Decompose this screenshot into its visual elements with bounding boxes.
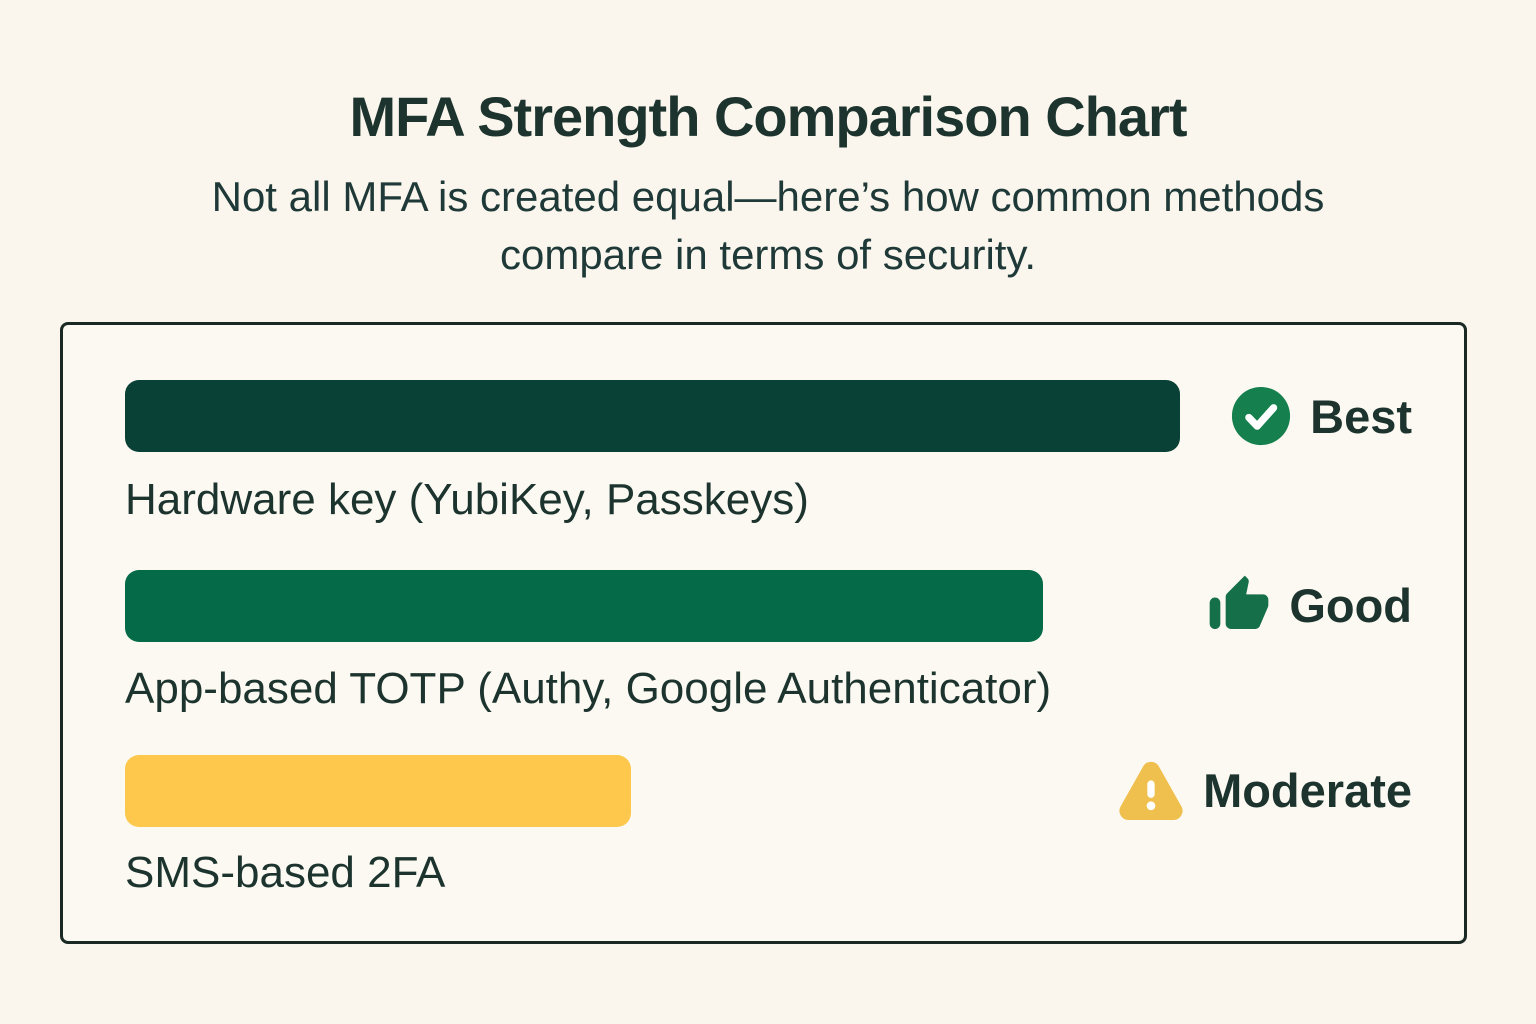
page-subtitle: Not all MFA is created equal—here’s how … (0, 168, 1536, 284)
bar-label-sms-based-2fa: SMS-based 2FA (125, 848, 446, 897)
thumbs-up-icon (1207, 573, 1271, 637)
bar-label-app-based-totp: App-based TOTP (Authy, Google Authentica… (125, 664, 1052, 713)
page-subtitle-line-2: compare in terms of security. (499, 231, 1037, 278)
warning-triangle-icon (1117, 759, 1185, 821)
bar-hardware-key (125, 380, 1180, 452)
rating-label-moderate: Moderate (1203, 763, 1412, 817)
page-title: MFA Strength Comparison Chart (349, 85, 1188, 148)
bar-label-hardware-key: Hardware key (YubiKey, Passkeys) (125, 475, 809, 524)
rating-badge-good: Good (1207, 569, 1412, 641)
check-circle-icon (1230, 385, 1292, 447)
page-subtitle-line-1: Not all MFA is created equal—here’s how … (211, 173, 1325, 220)
rating-label-best: Best (1310, 389, 1412, 443)
bar-app-based-totp (125, 570, 1043, 642)
rating-label-good: Good (1289, 578, 1412, 632)
bar-sms-based-2fa (125, 755, 631, 827)
rating-badge-moderate: Moderate (1117, 754, 1412, 826)
chart-panel: Hardware key (YubiKey, Passkeys) Best Ap… (60, 322, 1467, 944)
rating-badge-best: Best (1230, 380, 1412, 452)
